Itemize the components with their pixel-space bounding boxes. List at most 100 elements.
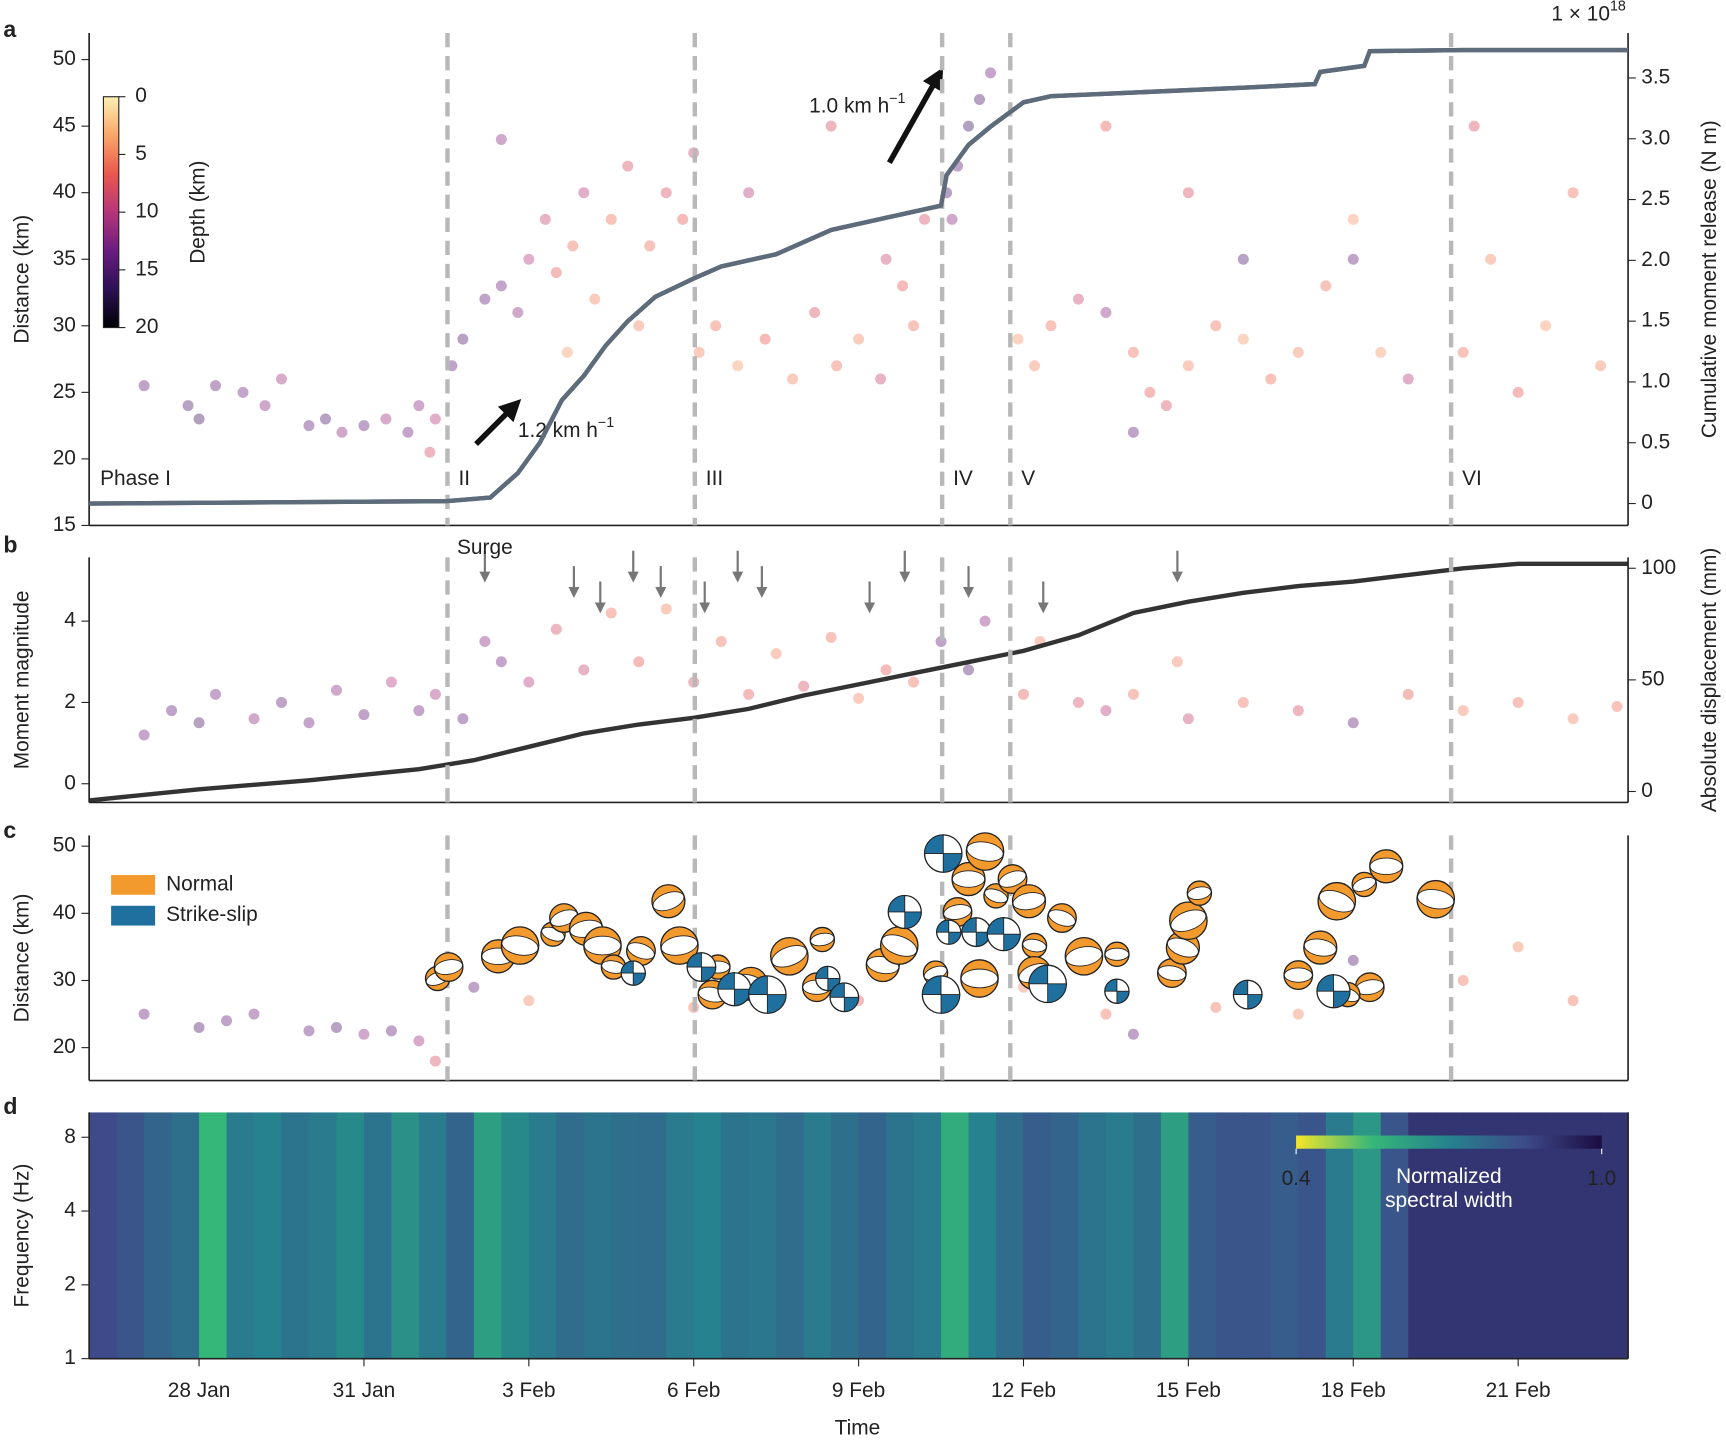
focal-plane (1369, 857, 1403, 875)
event-point (1144, 386, 1156, 398)
y-tick-label: 40 (53, 180, 76, 203)
y-tick-label: 40 (53, 901, 76, 924)
focal-quadrant (921, 975, 961, 1014)
event-point (1028, 360, 1040, 372)
event-point (908, 320, 920, 332)
focal-plane (771, 945, 808, 968)
event-point (457, 333, 469, 345)
y-tick-label: 4 (64, 609, 76, 632)
spectrogram-cell (1270, 1112, 1299, 1359)
spectrogram-cell (1078, 1112, 1107, 1359)
event-point (248, 1008, 260, 1020)
legend-label: Strike-slip (166, 903, 258, 926)
event-point (798, 680, 810, 692)
y-tick-label: 30 (53, 313, 76, 336)
event-point (495, 656, 507, 668)
panel-label: d (3, 1093, 17, 1119)
event-point (1017, 688, 1029, 700)
spectrogram-cell (1573, 1112, 1602, 1359)
colorbar-label: Normalized (1396, 1165, 1502, 1188)
event-point (495, 133, 507, 145)
y2-tick-label: 0.5 (1641, 430, 1670, 453)
multiplier-exponent: 18 (1610, 0, 1626, 14)
spectrogram-cell (254, 1112, 283, 1359)
focal-plane (1157, 965, 1187, 981)
focal-plane (1187, 886, 1212, 900)
event-point (1375, 346, 1387, 358)
legend-label: Normal (166, 872, 233, 895)
event-point (963, 664, 975, 676)
event-point (193, 1021, 205, 1033)
annotation: 1.0 km h−1 (809, 91, 905, 117)
spectrogram-cell (501, 1112, 530, 1359)
spectrogram-cell (913, 1112, 942, 1359)
x-tick-label: 15 Feb (1156, 1379, 1221, 1402)
annotation-text: 1.2 km h (518, 418, 598, 441)
event-point (210, 380, 222, 392)
spectrogram-cell (1353, 1112, 1382, 1359)
event-point (424, 446, 436, 458)
spectrogram-cell (226, 1112, 255, 1359)
event-point (1292, 1008, 1304, 1020)
event-point (1468, 120, 1480, 132)
event-point (1567, 995, 1579, 1007)
spectrogram-cell (1435, 1112, 1464, 1359)
event-point (303, 1025, 315, 1037)
event-point (660, 603, 672, 615)
event-point (358, 1028, 370, 1040)
spectrogram-cell (1215, 1112, 1244, 1359)
y-tick-label: 0 (64, 771, 76, 794)
spectrogram-cell (831, 1112, 860, 1359)
focal-quadrant (936, 919, 962, 945)
focal-plane (1048, 909, 1076, 927)
focal-quadrant (1028, 964, 1067, 1003)
focal-plane (1318, 890, 1355, 913)
event-point (1457, 346, 1469, 358)
event-point (1237, 333, 1249, 345)
spectrogram-cell (803, 1112, 832, 1359)
event-point (1045, 320, 1057, 332)
event-point (1347, 213, 1359, 225)
event-point (330, 684, 342, 696)
y-tick-label: 1 (64, 1346, 76, 1369)
focal-quadrant (748, 975, 787, 1014)
event-point (974, 94, 986, 106)
event-point (946, 213, 958, 225)
spectrogram-cell (1380, 1112, 1409, 1359)
spectrogram-cell (418, 1112, 447, 1359)
spectrogram-cell (199, 1112, 228, 1359)
y2-tick-label: 0 (1641, 779, 1653, 802)
colorbar-tick-label: 15 (135, 257, 158, 280)
event-point (759, 333, 771, 345)
event-point (380, 413, 392, 425)
focal-quadrant (620, 960, 646, 986)
spectrogram-cell (281, 1112, 310, 1359)
event-point (1160, 400, 1172, 412)
spectrogram-cell (1243, 1112, 1272, 1359)
legend-swatch (111, 874, 156, 895)
spectrogram-cell (693, 1112, 722, 1359)
focal-quadrant (1316, 974, 1351, 1009)
event-point (276, 696, 287, 708)
colorbar-tick-label: 1.0 (1587, 1167, 1616, 1190)
event-point (523, 995, 535, 1007)
colorbar-label: spectral width (1385, 1189, 1513, 1212)
spectrogram-cell (583, 1112, 612, 1359)
event-point (1182, 360, 1194, 372)
event-point (1100, 120, 1112, 132)
event-point (221, 1015, 233, 1027)
legend-swatch (111, 905, 156, 926)
y2-tick-label: 50 (1641, 667, 1664, 690)
event-point (1320, 280, 1332, 292)
event-point (743, 187, 755, 199)
multiplier-base: 1 × 10 (1551, 2, 1610, 25)
y-tick-label: 2 (64, 1272, 76, 1295)
event-point (831, 360, 843, 372)
phase-label: II (458, 467, 470, 490)
event-point (1292, 705, 1304, 717)
focal-plane (1170, 909, 1207, 932)
event-point (237, 386, 249, 398)
event-point (1457, 705, 1469, 717)
spectrogram-cell (638, 1112, 667, 1359)
event-point (1237, 696, 1249, 708)
